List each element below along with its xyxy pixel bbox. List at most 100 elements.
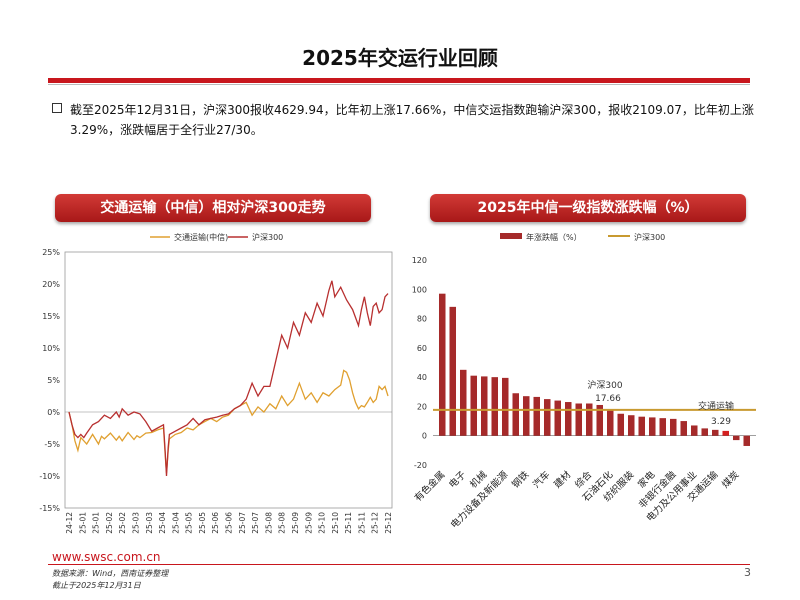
title-underline [48,78,750,83]
bar [606,409,614,436]
line-x-tick-label: 25-12 [384,512,393,534]
bar-y-tick-label: 0 [422,432,427,441]
line-y-tick-label: 20% [42,280,60,289]
bar-category-label: 有色金属 [412,469,447,504]
bar [722,430,730,436]
line-x-tick-label: 25-12 [371,512,380,534]
bar-legend-label: 沪深300 [634,232,665,242]
line-y-tick-label: -5% [44,440,60,449]
bar [449,306,457,436]
bar [627,415,635,436]
footer-date: 截止于2025年12月31日 [52,581,141,590]
line-y-tick-label: 15% [42,312,60,321]
line-x-tick-label: 25-06 [211,512,220,534]
line-x-tick-label: 25-02 [118,512,127,534]
page-title: 2025年交运行业回顾 [302,46,498,70]
bar [617,413,625,436]
bar [459,369,467,436]
line-x-tick-label: 25-03 [145,512,154,534]
bar [638,416,646,436]
bar [585,403,593,436]
bar-category-label: 钢铁 [509,468,531,490]
bar [690,425,698,436]
line-x-tick-label: 25-08 [264,512,273,534]
summary-text: 截至2025年12月31日，沪深300报收4629.94，比年初上涨17.66%… [70,103,754,137]
line-x-tick-label: 25-10 [331,512,340,534]
bar [554,400,562,436]
bar-category-label: 建材 [551,468,573,490]
line-x-tick-label: 25-09 [291,512,300,534]
bar-chart: 120 100 80 60 40 20 0 -20 年涨跌幅（%） 沪深300 沪深300 17.66… [412,232,756,531]
bar [701,428,709,436]
line-x-tick-label: 25-02 [105,512,114,534]
line-y-tick-label: 10% [42,344,60,353]
line-legend-label: 沪深300 [252,232,283,242]
bar-category-label: 电子 [446,468,468,490]
bar-y-tick-label: 100 [412,285,427,294]
line-y-tick-label: -10% [39,472,60,481]
line-y-tick-label: 25% [42,248,60,257]
line-x-tick-label: 25-10 [318,512,327,534]
line-y-tick-label: -15% [39,504,60,513]
bar-chart-title: 2025年中信一级指数涨跌幅（%） [430,194,746,222]
line-y-tick-label: 5% [47,376,60,385]
footer-divider [48,564,750,565]
line-chart: 25% 20% 15% 10% 5% 0% -5% -10% -15% 24-12 25-01 25-… [39,232,393,534]
bar [533,396,541,436]
line-series [68,280,389,477]
line-x-tick-label: 25-01 [78,512,87,534]
bar-y-tick-label: 20 [417,402,427,411]
bar [659,418,667,436]
line-x-tick-label: 25-01 [92,512,101,534]
line-x-tick-label: 24-12 [65,512,74,534]
line-x-tick-label: 25-04 [171,512,180,534]
line-x-tick-label: 25-06 [225,512,234,534]
bar-legend-label: 年涨跌幅（%） [526,232,582,242]
line-x-tick-label: 25-09 [304,512,313,534]
bar [596,404,604,436]
annotation-label: 沪深300 [587,379,622,391]
line-x-tick-label: 25-03 [131,512,140,534]
line-x-tick-label: 25-05 [185,512,194,534]
title-underline-grey [48,84,750,85]
bar-y-tick-label: 40 [417,373,427,382]
bar [512,393,520,436]
bar [438,293,446,436]
bar-y-tick-label: 120 [412,256,427,265]
bar-legend-swatch [500,233,522,239]
bar [470,375,478,436]
bar [480,376,488,436]
footer-source: 数据来源：Wind，西南证券整理 [52,569,169,578]
line-x-tick-label: 25-04 [158,512,167,534]
page-number: 3 [744,566,751,579]
bar [743,435,751,446]
bar [732,435,740,441]
line-x-tick-label: 25-11 [344,512,353,534]
line-x-tick-label: 25-07 [238,512,247,534]
line-x-tick-label: 25-11 [357,512,366,534]
bar-y-tick-label: -20 [414,461,427,470]
bar [491,377,499,436]
line-y-tick-label: 0% [47,408,60,417]
line-chart-title: 交通运输（中信）相对沪深300走势 [55,194,371,222]
bar [711,429,719,436]
bar [501,377,509,436]
line-x-tick-label: 25-05 [198,512,207,534]
line-x-tick-label: 25-07 [251,512,260,534]
annotation-label: 交通运输 [698,400,734,412]
bar-y-tick-label: 80 [417,315,427,324]
bullet-square-icon [52,103,62,113]
bar-category-label: 煤炭 [719,468,741,490]
bar [564,402,572,436]
bar [648,417,656,436]
line-legend-label: 交通运输(中信) [174,232,228,242]
bar-y-tick-label: 60 [417,344,427,353]
bar [543,399,551,436]
footer-url[interactable]: www.swsc.com.cn [52,550,161,564]
line-series [68,369,389,473]
annotation-value: 3.29 [711,417,731,427]
annotation-value: 17.66 [595,394,621,404]
bar [680,421,688,436]
line-plot-frame [64,251,393,509]
